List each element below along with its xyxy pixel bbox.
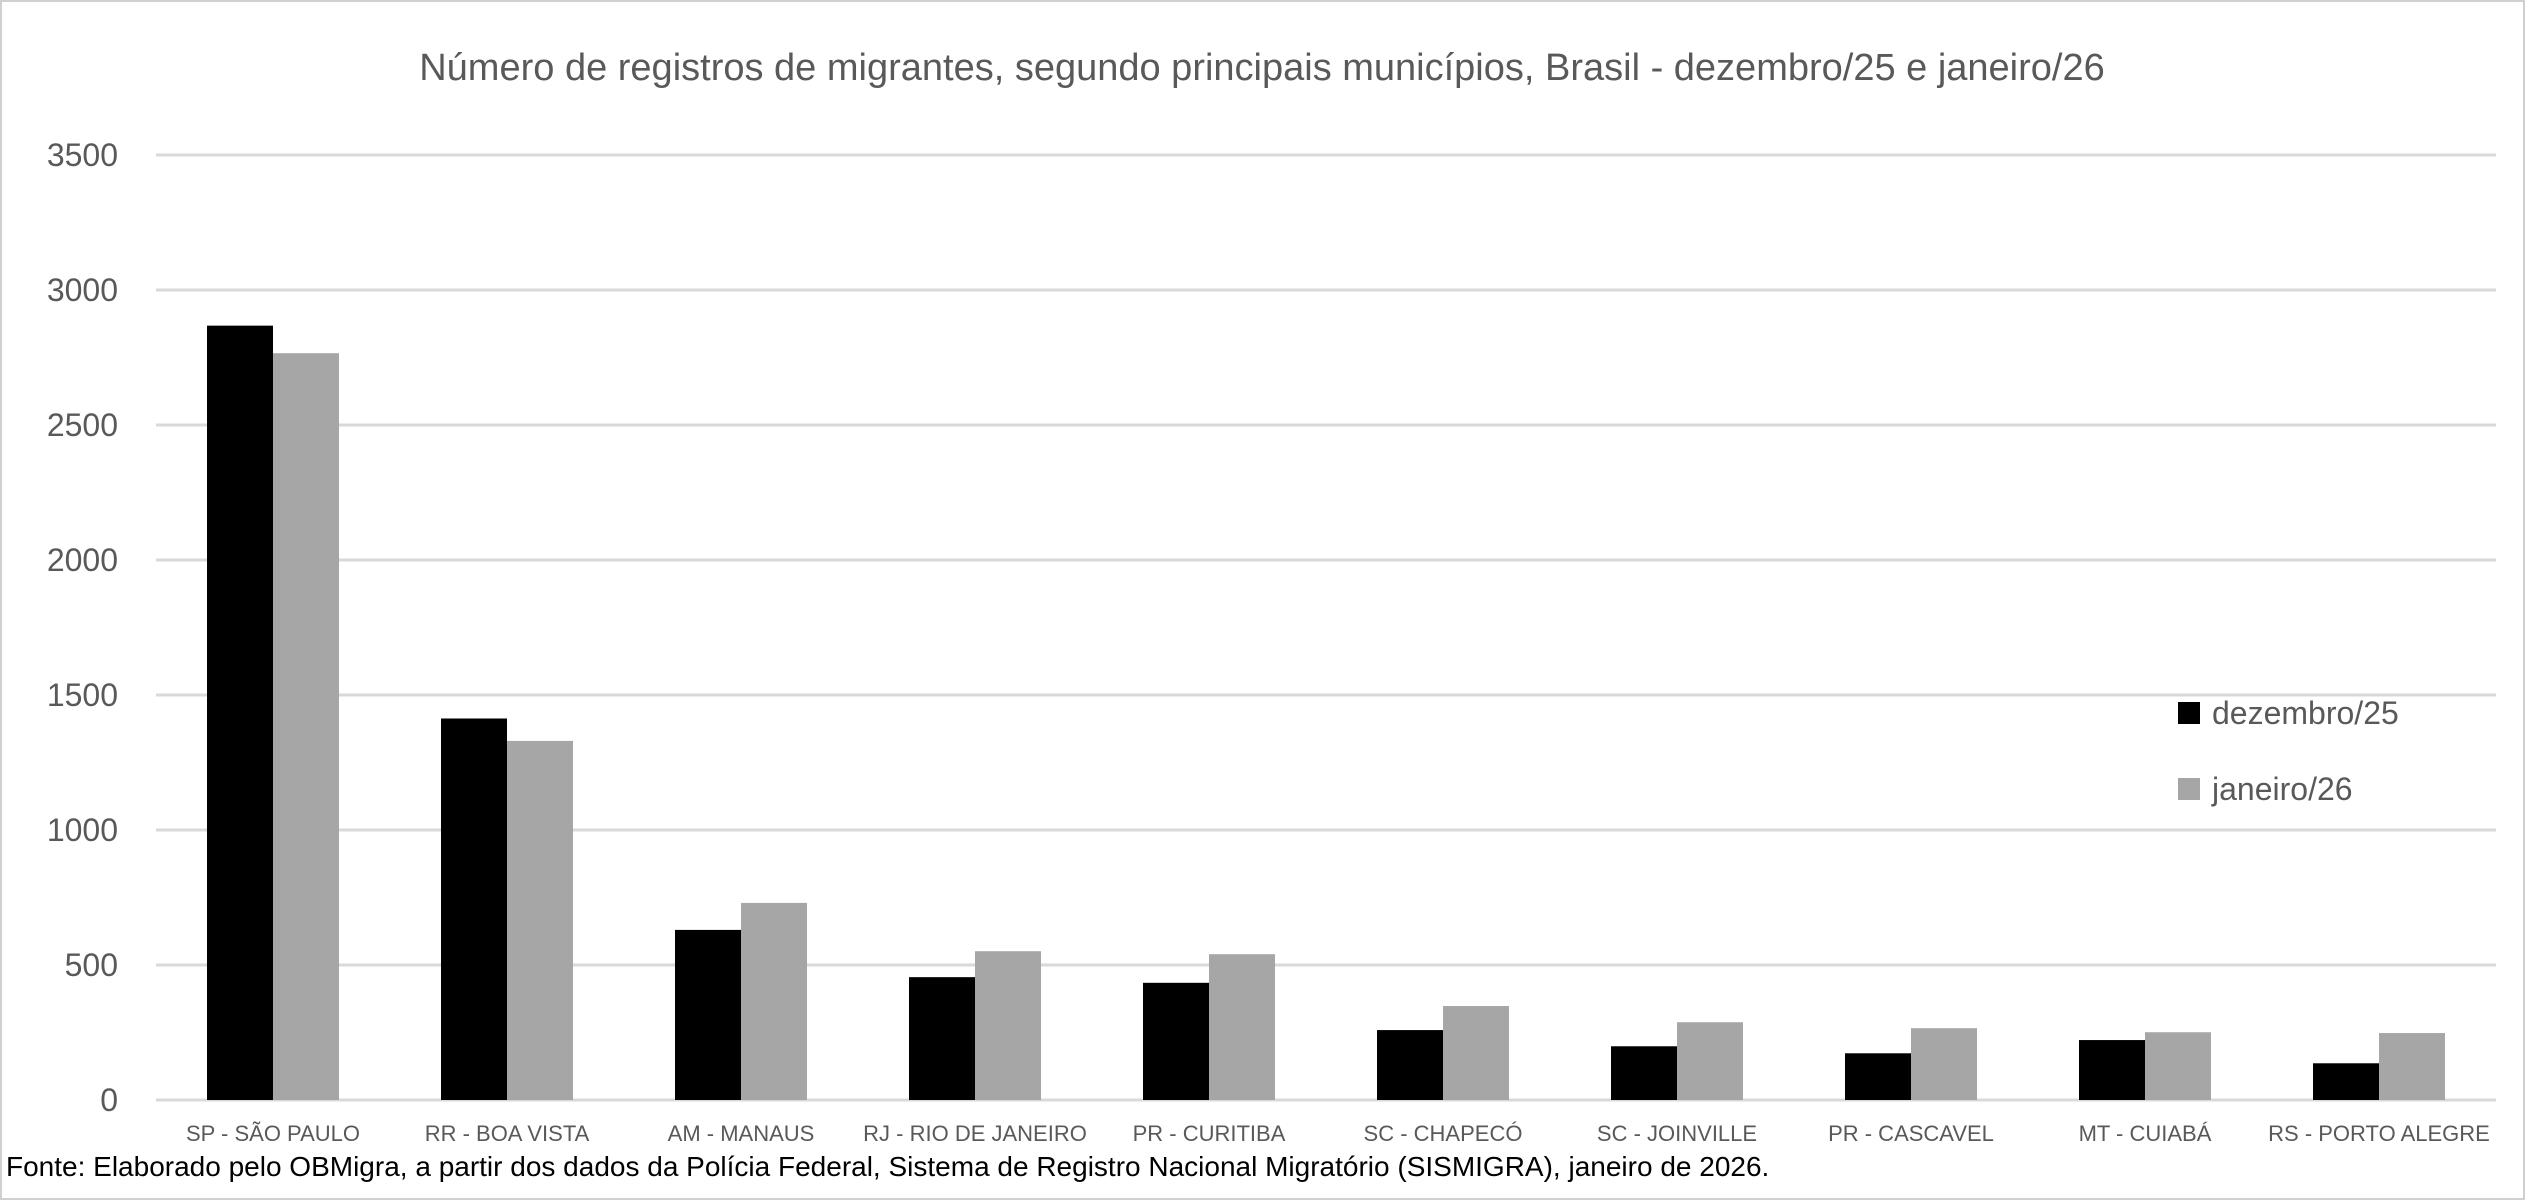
bar-janeiro: [975, 951, 1041, 1100]
y-tick-label: 2000: [47, 542, 118, 578]
bar-janeiro: [1911, 1028, 1977, 1100]
x-axis-labels: SP - SÃO PAULO RR - BOA VISTA AM - MANAUS R…: [186, 1121, 2490, 1146]
y-tick-label: 1000: [47, 812, 118, 848]
x-tick-label: RJ - RIO DE JANEIRO: [863, 1121, 1087, 1146]
y-tick-label: 0: [100, 1082, 118, 1118]
x-tick-label: MT - CUIABÁ: [2079, 1121, 2212, 1146]
bar-janeiro: [2145, 1032, 2211, 1100]
bar-dezembro: [2079, 1040, 2145, 1100]
y-tick-label: 2500: [47, 407, 118, 443]
chart-title: Número de registros de migrantes, segund…: [419, 47, 2105, 89]
x-tick-label: PR - CASCAVEL: [1828, 1121, 1994, 1146]
bars: [207, 325, 2445, 1100]
bar-janeiro: [1209, 954, 1275, 1100]
bar-janeiro: [1677, 1022, 1743, 1100]
bar-dezembro: [1611, 1046, 1677, 1100]
y-axis-ticks: 0 500 1000 1500 2000 2500 3000 3500: [47, 137, 118, 1118]
legend: dezembro/25 janeiro/26: [2178, 695, 2399, 807]
x-tick-label: SP - SÃO PAULO: [186, 1121, 360, 1146]
source-note: Fonte: Elaborado pelo OBMigra, a partir …: [6, 1151, 1769, 1182]
y-tick-label: 1500: [47, 677, 118, 713]
bar-dezembro: [675, 929, 741, 1100]
bar-dezembro: [1377, 1030, 1443, 1100]
x-tick-label: RR - BOA VISTA: [425, 1121, 590, 1146]
bar-dezembro: [909, 977, 975, 1100]
bar-janeiro: [1443, 1006, 1509, 1100]
bar-dezembro: [441, 718, 507, 1100]
y-tick-label: 3000: [47, 272, 118, 308]
x-tick-label: AM - MANAUS: [668, 1121, 815, 1146]
x-tick-label: SC - CHAPECÓ: [1364, 1121, 1523, 1146]
bar-janeiro: [2379, 1033, 2445, 1100]
bar-dezembro: [207, 325, 273, 1100]
bar-janeiro: [507, 740, 573, 1100]
x-tick-label: PR - CURITIBA: [1133, 1121, 1286, 1146]
x-tick-label: SC - JOINVILLE: [1597, 1121, 1757, 1146]
x-tick-label: RS - PORTO ALEGRE: [2268, 1121, 2490, 1146]
bar-dezembro: [1143, 982, 1209, 1100]
bar-janeiro: [741, 902, 807, 1100]
y-tick-label: 3500: [47, 137, 118, 173]
legend-label: dezembro/25: [2212, 695, 2399, 731]
bar-janeiro: [273, 353, 339, 1100]
legend-swatch: [2178, 778, 2200, 800]
y-tick-label: 500: [65, 947, 118, 983]
legend-swatch: [2178, 702, 2200, 724]
bar-dezembro: [2313, 1063, 2379, 1100]
legend-label: janeiro/26: [2211, 771, 2353, 807]
bar-dezembro: [1845, 1053, 1911, 1100]
